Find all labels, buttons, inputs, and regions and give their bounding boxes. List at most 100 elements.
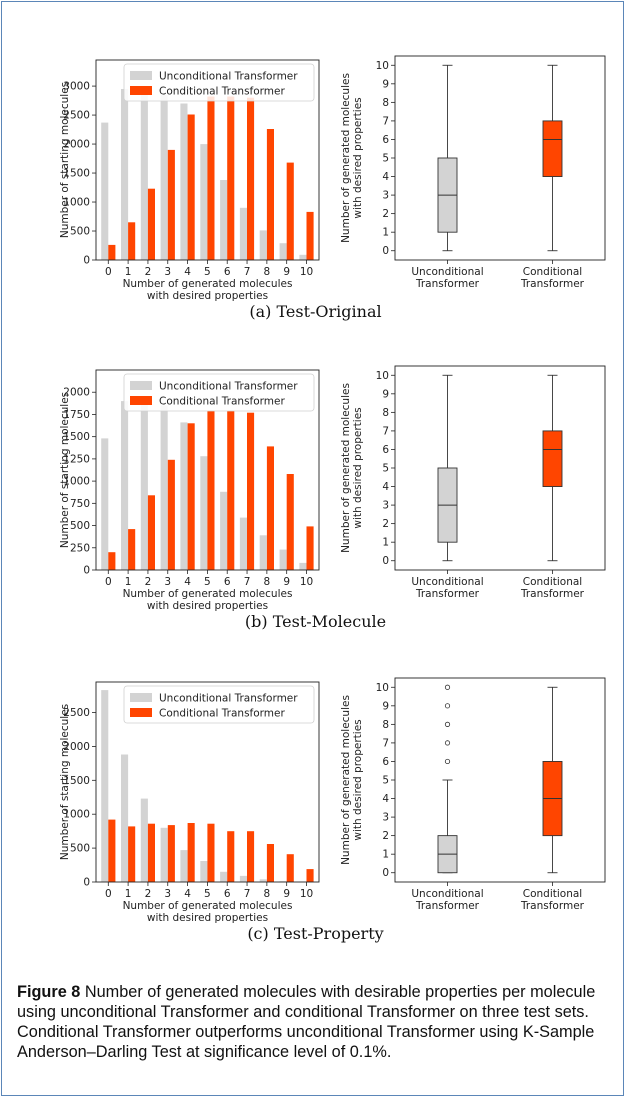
bar-xtick-label: 3 [164, 888, 171, 900]
bar-conditional-5 [207, 823, 215, 882]
box-ytick-label: 10 [376, 60, 389, 72]
box-ytick-label: 6 [382, 756, 389, 768]
bar-xlabel-line-2: with desired properties [147, 912, 268, 924]
bar-conditional-4 [187, 423, 195, 570]
box-ytick-label: 2 [382, 830, 389, 842]
bar-conditional-10 [306, 869, 314, 882]
bar-ytick-label: 2500 [63, 707, 90, 719]
bar-xlabel-line-2: with desired properties [147, 290, 268, 302]
bar-xtick-label: 3 [164, 576, 171, 588]
box-plot-frame [394, 55, 606, 261]
bar-unconditional-2 [140, 798, 148, 882]
bar-ylabel: Number of starting molecules [59, 392, 71, 548]
outlier-unconditional [444, 684, 451, 690]
bar-ytick-label: 500 [70, 843, 90, 855]
bar-unconditional-1 [121, 89, 129, 260]
bar-conditional-10 [306, 211, 314, 260]
bar-xtick-label: 9 [283, 576, 290, 588]
box-ytick-label: 5 [382, 775, 389, 787]
bar-ytick-label: 250 [70, 542, 90, 554]
bar-unconditional-6 [220, 491, 228, 570]
bar-ylabel: Number of starting molecules [59, 704, 71, 860]
box-ytick-label: 10 [376, 682, 389, 694]
bar-xtick-label: 1 [125, 266, 132, 278]
bar-conditional-5 [207, 410, 215, 570]
bar-ytick-label: 0 [83, 565, 90, 577]
bar-xtick-label: 4 [184, 576, 191, 588]
box-xtick-label-line-2: Transformer [520, 278, 585, 290]
bar-ytick-label: 2000 [63, 139, 90, 151]
bar-unconditional-4 [180, 103, 188, 260]
bar-ytick-label: 500 [70, 226, 90, 238]
bar-conditional-10 [306, 526, 314, 570]
box-xtick-label-line-2: Transformer [520, 588, 585, 600]
bar-xtick-label: 4 [184, 266, 191, 278]
box-ytick-label: 0 [382, 867, 389, 879]
bar-unconditional-3 [160, 405, 168, 570]
bar-unconditional-2 [140, 402, 148, 570]
bar-conditional-4 [187, 114, 195, 260]
subcaption-0: (a) Test-Original [249, 302, 382, 321]
bar-xlabel-line-1: Number of generated molecules [123, 900, 293, 912]
bar-unconditional-3 [160, 94, 168, 260]
bar-conditional-3 [167, 825, 175, 882]
bar-unconditional-8 [259, 879, 267, 882]
bar-xtick-label: 0 [105, 576, 112, 588]
bar-conditional-9 [286, 162, 294, 260]
bar-xtick-label: 7 [244, 888, 251, 900]
bar-unconditional-4 [180, 422, 188, 570]
bar-unconditional-0 [101, 438, 109, 570]
bar-unconditional-0 [101, 122, 109, 260]
bar-xtick-label: 6 [224, 888, 231, 900]
bar-xtick-label: 9 [283, 888, 290, 900]
bar-xtick-label: 0 [105, 888, 112, 900]
bar-conditional-1 [128, 222, 136, 260]
box-xtick-label-line-1: Conditional [523, 888, 582, 900]
box-ytick-label: 9 [382, 700, 389, 712]
bar-xtick-label: 5 [204, 888, 211, 900]
box-xtick-label-line-1: Conditional [523, 266, 582, 278]
bar-unconditional-10 [299, 254, 307, 260]
bar-legend [123, 373, 315, 412]
box-ytick-label: 10 [376, 370, 389, 382]
bar-conditional-5 [207, 96, 215, 260]
bar-ytick-label: 0 [83, 255, 90, 267]
bar-unconditional-7 [239, 517, 247, 570]
box-ytick-label: 4 [382, 481, 389, 493]
box-ytick-label: 0 [382, 245, 389, 257]
bar-unconditional-5 [200, 144, 208, 260]
box-ylabel-line-1: Number of generated molecules [340, 695, 352, 865]
box-ylabel-line-1: Number of generated molecules [340, 73, 352, 243]
box-conditional [542, 430, 563, 487]
bar-xtick-label: 10 [300, 576, 313, 588]
bar-conditional-2 [147, 495, 155, 570]
bar-ytick-label: 3000 [63, 81, 90, 93]
box-ytick-label: 7 [382, 115, 389, 127]
legend-label-0: Unconditional Transformer [159, 381, 298, 393]
box-plot-frame [394, 365, 606, 571]
box-ytick-label: 5 [382, 463, 389, 475]
outlier-unconditional [444, 740, 451, 746]
box-chart-1: 012345678910UnconditionalTransformerCond… [340, 365, 606, 600]
box-ytick-label: 6 [382, 134, 389, 146]
box-chart-2: 012345678910UnconditionalTransformerCond… [340, 677, 606, 912]
figure-caption: Figure 8 Number of generated molecules w… [17, 982, 617, 1062]
bar-xtick-label: 5 [204, 576, 211, 588]
outlier-unconditional [444, 758, 451, 765]
subcaption-2: (c) Test-Property [247, 924, 384, 943]
box-ytick-label: 1 [382, 849, 389, 861]
box-ytick-label: 3 [382, 190, 389, 202]
box-xtick-label-line-1: Unconditional [411, 576, 483, 588]
bar-unconditional-4 [180, 850, 188, 882]
box-conditional [542, 120, 563, 177]
bar-xtick-label: 2 [145, 266, 152, 278]
bar-unconditional-6 [220, 180, 228, 260]
outlier-unconditional [444, 721, 451, 727]
bar-xlabel-line-1: Number of generated molecules [123, 588, 293, 600]
legend-label-0: Unconditional Transformer [159, 693, 298, 705]
